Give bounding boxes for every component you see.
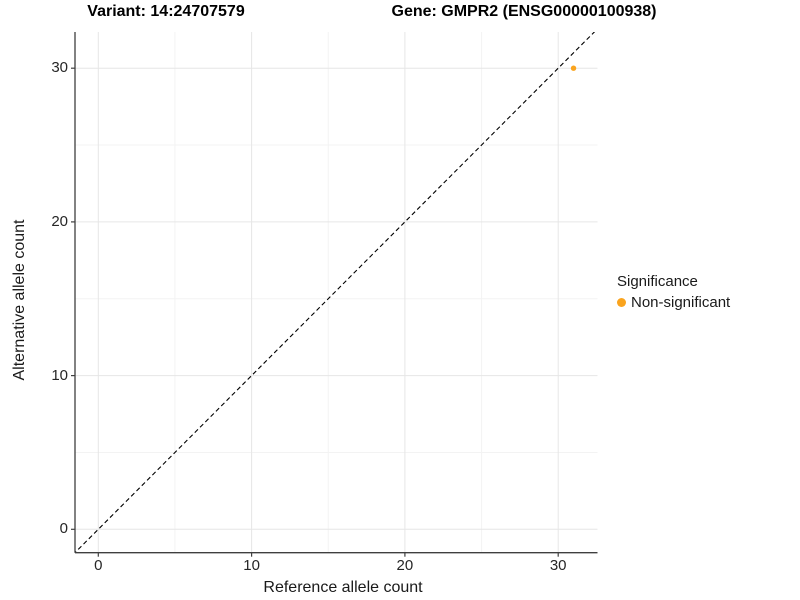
legend-point-icon [617,298,626,307]
x-axis-title: Reference allele count [263,579,423,596]
legend-item-label: Non-significant [631,294,731,311]
data-points [570,65,577,71]
tick-marks [71,67,559,557]
x-tick-label: 10 [243,557,260,574]
identity-reference-line [75,32,596,553]
y-tick-label: 10 [51,366,68,384]
data-point [570,65,577,71]
y-tick-label: 20 [51,212,68,230]
legend-item: Non-significant [617,294,730,311]
y-tick-label: 0 [59,520,68,538]
grid-major [75,32,598,553]
x-tick-label: 30 [549,557,567,574]
title-variant: Variant: 14:24707579 [87,3,245,20]
legend: Significance Non-significant [617,273,730,311]
x-tick-label: 20 [396,557,414,574]
y-axis-title: Alternative allele count [11,219,28,381]
legend-title: Significance [617,273,698,290]
x-tick-label: 0 [94,557,103,574]
title-gene: Gene: GMPR2 (ENSG00000100938) [391,3,657,20]
axis-lines [74,32,598,554]
y-tick-label: 30 [51,59,68,77]
grid-minor [75,32,598,553]
legend-items: Non-significant [617,294,730,311]
